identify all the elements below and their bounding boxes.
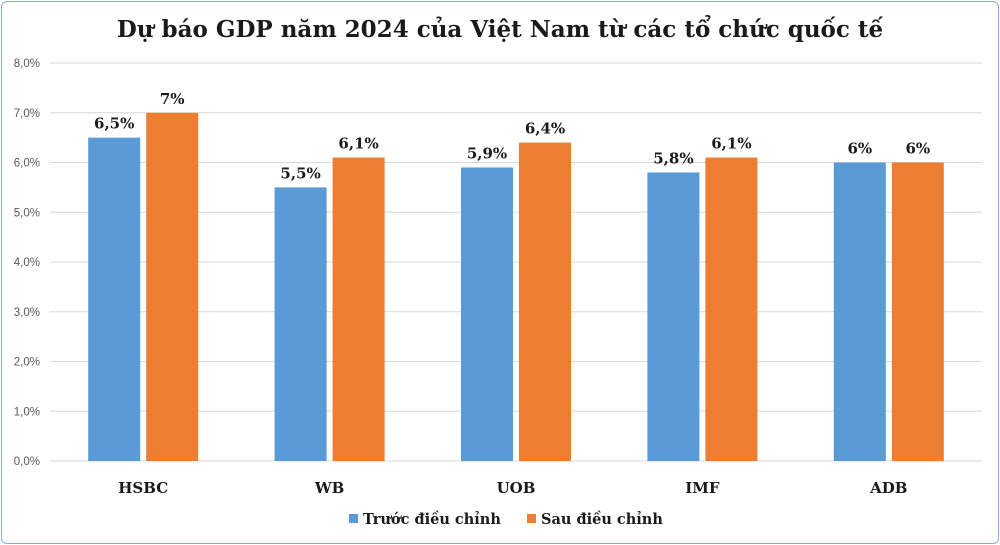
x-tick-label: ADB (869, 479, 907, 497)
bar-before-uob (461, 167, 513, 461)
data-label: 6,4% (525, 120, 565, 138)
y-tick-label: 4,0% (14, 257, 40, 269)
gridlines (50, 62, 982, 462)
bar-after-hsbc (146, 112, 199, 461)
y-tick-label: 0,0% (14, 456, 40, 468)
x-tick-label: IMF (685, 479, 720, 497)
x-tick-label: UOB (497, 479, 536, 497)
bar-before-hsbc (88, 137, 141, 461)
bar-after-uob (519, 142, 571, 461)
x-tick-label: WB (314, 479, 345, 497)
y-tick-label: 3,0% (14, 307, 40, 319)
legend-swatch (349, 514, 358, 523)
y-tick-label: 8,0% (14, 58, 40, 70)
y-tick-label: 6,0% (14, 158, 40, 170)
bar-after-imf (705, 157, 758, 461)
data-label: 6,5% (94, 115, 134, 133)
legend-label: Sau điều chỉnh (541, 511, 663, 528)
bar-before-imf (647, 172, 700, 461)
bar-before-adb (833, 162, 886, 461)
data-label: 5,9% (467, 144, 507, 162)
bars (88, 112, 944, 461)
y-tick-label: 1,0% (14, 406, 40, 418)
data-label: 6,1% (711, 135, 751, 153)
bar-after-wb (332, 157, 385, 461)
legend-swatch (527, 514, 536, 523)
data-labels: 6,5% 7% 5,5% 6,1% 5,9% 6,4% 5,8% 6,1% 6% 6% (94, 90, 930, 183)
data-label: 6,1% (338, 135, 378, 153)
x-tick-label: HSBC (118, 479, 168, 497)
y-tick-label: 7,0% (14, 108, 40, 120)
legend[interactable]: Trước điều chỉnh Sau điều chỉnh (349, 511, 663, 528)
y-axis-ticks: 0,0% 1,0% 2,0% 3,0% 4,0% 5,0% 6,0% 7,0% 8,0% (14, 58, 40, 468)
data-label: 5,5% (280, 164, 320, 182)
data-label: 6% (905, 140, 930, 158)
data-label: 6% (847, 140, 872, 158)
y-tick-label: 5,0% (14, 207, 40, 219)
x-axis-ticks: HSBC WB UOB IMF ADB (118, 479, 907, 497)
y-tick-label: 2,0% (14, 357, 40, 369)
data-label: 5,8% (653, 149, 693, 167)
chart-title: Dự báo GDP năm 2024 của Việt Nam từ các … (117, 15, 884, 43)
legend-label: Trước điều chỉnh (363, 511, 501, 528)
bar-after-adb (891, 162, 944, 461)
bar-before-wb (274, 187, 327, 461)
data-label: 7% (160, 90, 185, 108)
